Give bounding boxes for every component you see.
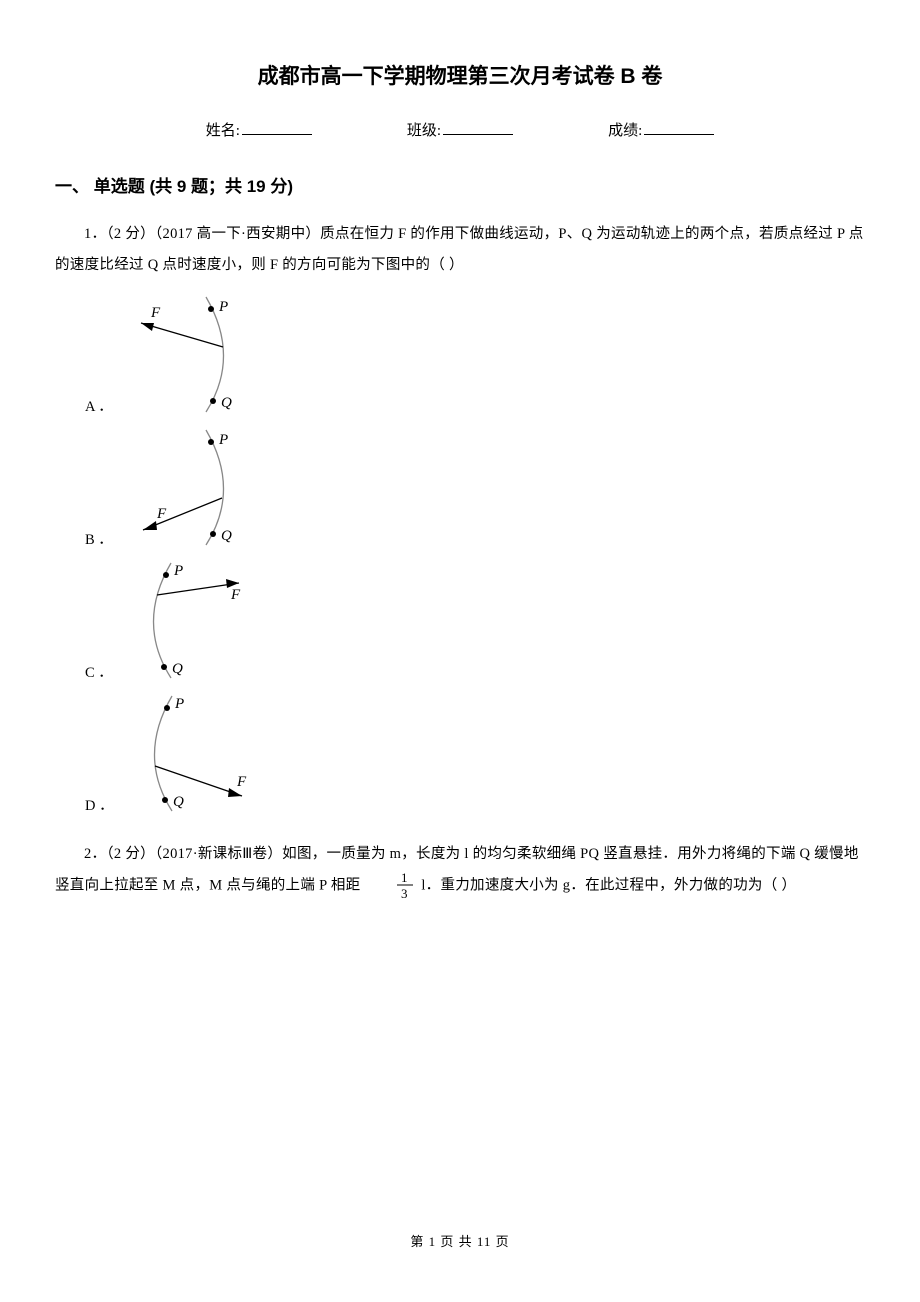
svg-text:Q: Q [172,661,183,677]
score-field: 成绩: [608,118,714,140]
class-field: 班级: [407,118,513,140]
svg-text:P: P [173,563,183,579]
name-underline [242,118,312,135]
svg-text:Q: Q [221,395,232,411]
page-footer: 第 1 页 共 11 页 [0,1231,920,1250]
svg-text:F: F [150,305,161,321]
diagram-D: P Q F [122,686,272,821]
svg-text:F: F [236,774,247,790]
question-1-text: 1．（2 分）（2017 高一下·西安期中）质点在恒力 F 的作用下做曲线运动，… [55,219,865,281]
svg-text:P: P [218,299,228,315]
section-1-heading: 一、 单选题 (共 9 题；共 19 分) [55,172,865,197]
diagram-B: P Q F [121,420,256,555]
svg-text:Q: Q [173,794,184,810]
class-label: 班级: [407,119,441,140]
question-1-options: A ． P Q F B ． P Q F C ． P [85,287,865,821]
option-C-label: C ． [85,661,113,688]
svg-text:P: P [174,696,184,712]
option-B: B ． P Q F [85,420,865,555]
fraction-denominator: 3 [401,886,408,900]
score-label: 成绩: [608,119,642,140]
name-label: 姓名: [206,119,240,140]
header-row: 姓名: 班级: 成绩: [55,118,865,140]
option-C: C ． P Q F [85,553,865,688]
svg-text:P: P [218,432,228,448]
option-A: A ． P Q F [85,287,865,422]
option-D: D ． P Q F [85,686,865,821]
diagram-A: P Q F [121,287,256,422]
question-2-text: 2．（2 分）（2017·新课标Ⅲ卷）如图，一质量为 m，长度为 l 的均匀柔软… [55,839,865,902]
option-D-label: D ． [85,794,114,821]
name-field: 姓名: [206,118,312,140]
svg-text:F: F [156,506,167,522]
fraction-one-third: 1 3 [368,870,413,902]
option-B-label: B ． [85,528,113,555]
svg-text:Q: Q [221,528,232,544]
option-A-label: A ． [85,395,113,422]
question-2-suffix: l．重力加速度大小为 g．在此过程中，外力做的功为（ ） [421,877,796,893]
page-title: 成都市高一下学期物理第三次月考试卷 B 卷 [55,60,865,90]
fraction-numerator: 1 [401,870,408,885]
class-underline [443,118,513,135]
svg-text:F: F [230,587,241,603]
score-underline [644,118,714,135]
diagram-C: P Q F [121,553,271,688]
